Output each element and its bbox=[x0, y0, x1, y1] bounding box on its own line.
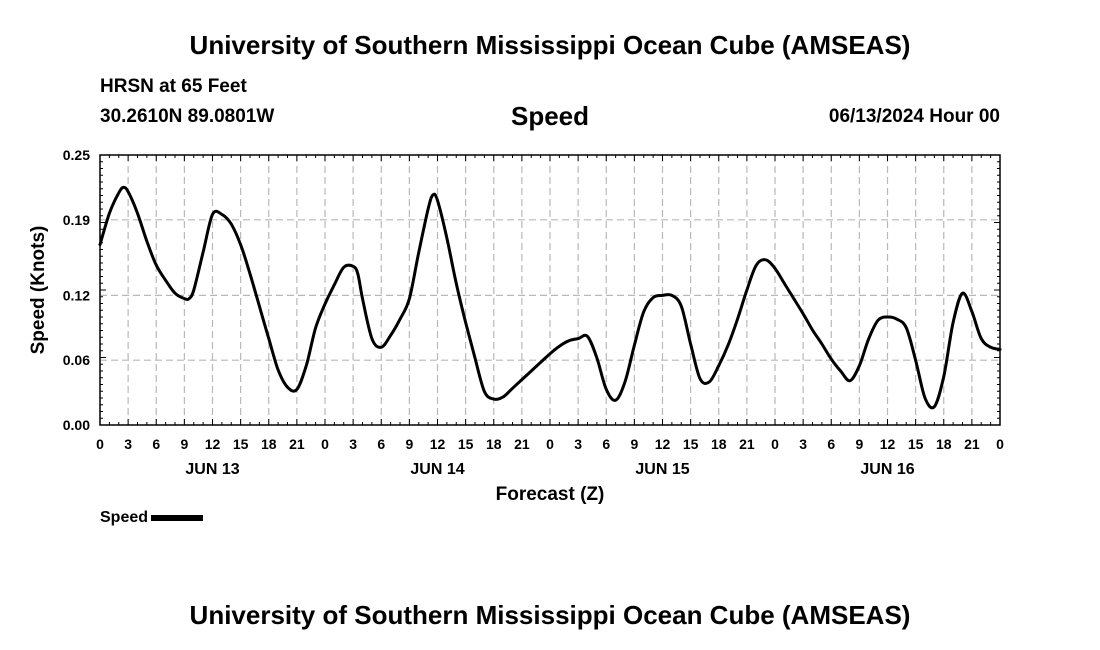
day-label: JUN 16 bbox=[860, 461, 914, 478]
y-tick-label: 0.00 bbox=[63, 417, 90, 433]
x-tick-label: 21 bbox=[289, 436, 305, 452]
y-axis-title: Speed (Knots) bbox=[28, 226, 49, 355]
x-tick-label: 18 bbox=[711, 436, 727, 452]
x-tick-label: 6 bbox=[152, 436, 160, 452]
x-tick-label: 15 bbox=[908, 436, 924, 452]
x-tick-label: 0 bbox=[96, 436, 104, 452]
station-label: HRSN at 65 Feet bbox=[100, 76, 247, 97]
x-tick-label: 9 bbox=[855, 436, 863, 452]
x-tick-label: 12 bbox=[880, 436, 896, 452]
chart-header-title: University of Southern Mississippi Ocean… bbox=[189, 30, 911, 60]
x-tick-label: 18 bbox=[486, 436, 502, 452]
series-line-speed bbox=[98, 185, 1002, 410]
x-axis-title: Forecast (Z) bbox=[496, 484, 605, 505]
x-tick-label: 0 bbox=[321, 436, 329, 452]
day-label: JUN 13 bbox=[185, 461, 239, 478]
x-tick-label: 12 bbox=[655, 436, 671, 452]
x-tick-label: 12 bbox=[205, 436, 221, 452]
x-tick-label: 6 bbox=[377, 436, 385, 452]
coordinates-label: 30.2610N 89.0801W bbox=[100, 106, 275, 127]
x-tick-label: 21 bbox=[739, 436, 755, 452]
x-tick-label: 15 bbox=[458, 436, 474, 452]
x-tick-label: 6 bbox=[827, 436, 835, 452]
y-tick-label: 0.19 bbox=[63, 212, 90, 228]
x-tick-label: 18 bbox=[936, 436, 952, 452]
x-tick-label: 3 bbox=[574, 436, 582, 452]
x-tick-label: 3 bbox=[124, 436, 132, 452]
x-tick-label: 9 bbox=[405, 436, 413, 452]
chart-title: Speed bbox=[510, 101, 590, 131]
day-label: JUN 15 bbox=[635, 461, 689, 478]
x-tick-label: 0 bbox=[546, 436, 554, 452]
footer-title: University of Southern Mississippi Ocean… bbox=[189, 600, 911, 630]
x-tick-label: 0 bbox=[771, 436, 779, 452]
legend: Speed bbox=[100, 509, 204, 527]
y-tick-label: 0.25 bbox=[63, 147, 90, 163]
x-tick-label: 18 bbox=[261, 436, 277, 452]
x-tick-label: 3 bbox=[799, 436, 807, 452]
speed-chart: 0.00 0.06 0.12 0.19 0.25 0 3 6 9 12 15 18 21 0 3 6 9 12 15… bbox=[28, 147, 1004, 505]
legend-label: Speed bbox=[100, 509, 149, 526]
x-tick-label: 0 bbox=[996, 436, 1004, 452]
legend-swatch bbox=[151, 514, 204, 521]
x-tick-label: 9 bbox=[630, 436, 638, 452]
date-label: 06/13/2024 Hour 00 bbox=[828, 106, 1000, 127]
x-tick-label: 12 bbox=[430, 436, 446, 452]
x-tick-label: 15 bbox=[233, 436, 249, 452]
y-tick-label: 0.06 bbox=[63, 352, 90, 368]
x-tick-label: 3 bbox=[349, 436, 357, 452]
x-tick-label: 21 bbox=[964, 436, 980, 452]
x-tick-label: 21 bbox=[514, 436, 530, 452]
x-tick-label: 9 bbox=[180, 436, 188, 452]
x-tick-label: 6 bbox=[602, 436, 610, 452]
day-label: JUN 14 bbox=[410, 461, 464, 478]
y-tick-label: 0.12 bbox=[63, 287, 90, 303]
x-tick-label: 15 bbox=[683, 436, 699, 452]
